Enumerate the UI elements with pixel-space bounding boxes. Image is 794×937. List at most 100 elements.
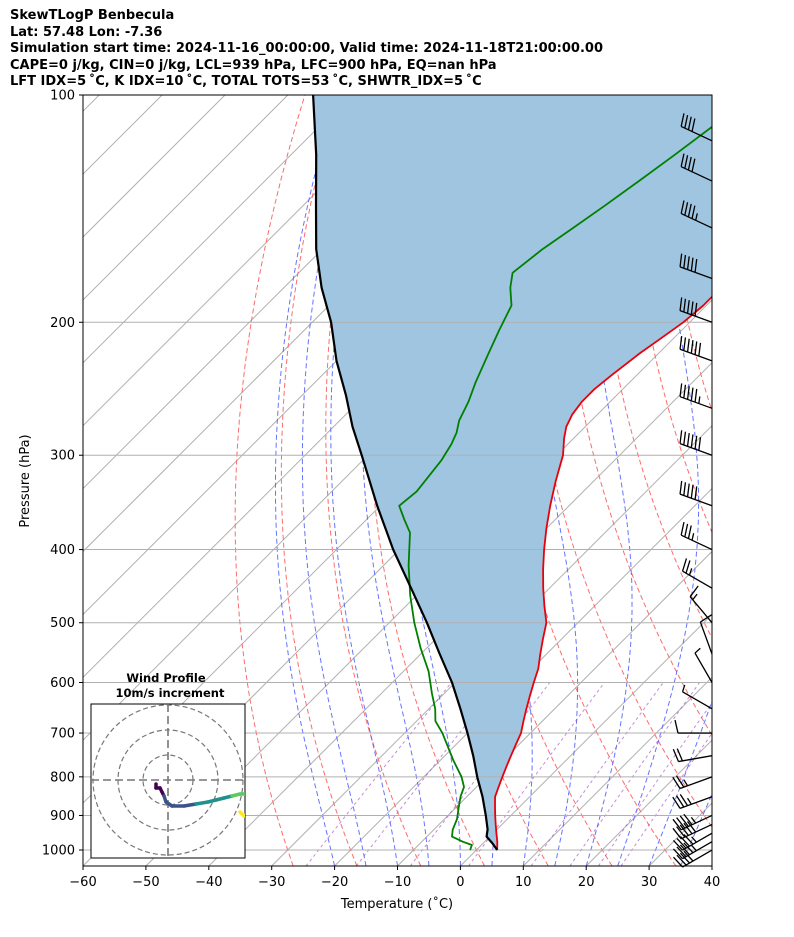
y-tick-label: 300 [50,449,75,464]
moist-adiabat-line [648,699,712,866]
wind-barb-staff [689,596,713,624]
dry-adiabat-line [280,95,358,866]
wind-barb-staff [682,849,713,868]
wind-barb-staff [694,652,713,683]
wind-barb [680,522,713,551]
wind-barb [672,832,713,851]
wind-barb-half-flag [691,836,697,843]
wind-barb [679,383,713,409]
wind-barb [680,200,713,229]
mixing-ratio-line [355,682,500,866]
lat-lon: Lat: 57.48 Lon: -7.36 [10,24,163,40]
dry-adiabat-line [662,95,712,413]
moist-adiabat-line [680,792,712,866]
wind-barb [681,558,713,589]
hodograph-trace-segment [248,794,252,796]
wind-barb [694,647,713,683]
wind-barb-flag [694,388,698,403]
wind-barb-staff [680,212,713,229]
wind-barb [680,153,713,182]
cape-shading [313,95,712,850]
wind-barb-half-flag [683,779,689,787]
profile-series [312,95,712,851]
stability-indices-1: CAPE=0 j/kg, CIN=0 j/kg, LCL=939 hPa, LF… [10,57,497,73]
wind-barb-staff [680,125,713,142]
wind-barb-flag [685,560,691,574]
y-tick-label: 100 [50,89,75,104]
wind-barb-flag [672,856,684,868]
isotherm-line [711,865,712,866]
wind-barb-staff [679,442,713,456]
station-title: SkewTLogP Benbecula [10,8,175,23]
x-tick-label: −50 [132,875,159,890]
y-axis-label: Pressure (hPa) [18,434,33,527]
isotherm-line [460,613,712,866]
wind-barb-flag [672,848,684,860]
wind-barb-staff [679,348,713,362]
wind-barb-flag [687,156,692,171]
wind-barb-flag [691,205,696,219]
hodograph-trace-segment [250,804,252,812]
wind-barb-flag [679,815,689,827]
wind-barb-flag [683,850,694,862]
wind-barb [679,480,713,507]
wind-barb-flag [690,484,694,499]
hodograph-trace-segment [194,800,210,806]
wind-barb-half-flag [688,568,693,576]
wind-barb-half-flag [686,797,692,805]
wind-barb [679,297,713,323]
wind-barb-flag [680,522,685,536]
y-tick-label: 900 [50,809,75,824]
wind-barb-flag [683,384,687,399]
wind-barb-flag [672,827,682,840]
wind-barb-flag [672,776,681,789]
wind-barb-flag [679,335,683,350]
wind-barb-flag [676,817,686,829]
dry-adiabat-line [595,95,712,640]
wind-barb-flag [679,794,689,806]
y-tick-label: 400 [50,543,75,558]
y-tick-label: 800 [50,770,75,785]
y-tick-label: 1000 [42,844,75,859]
isotherm-line [208,362,712,866]
wind-barb [672,841,713,860]
wind-barb-flag [683,254,687,269]
wind-barb-flag [687,116,692,130]
y-axis-ticks: 100 200 300 400 500 600 700 800 900 1000 [42,89,83,859]
wind-barb-flag [679,430,683,444]
x-axis-ticks: −60 −50 −40 −30 −20 −10 0 10 20 30 40 [69,866,720,890]
x-tick-label: 0 [456,875,464,890]
wind-barb-half-flag [698,396,701,404]
wind-barb-flag [672,749,680,762]
wind-barb [672,813,713,831]
wind-barb [674,719,712,734]
hodograph-subtitle: 10m/s increment [116,686,225,700]
wind-barb-flag [700,614,712,623]
wind-barb [672,775,713,790]
hodograph-inset: Wind Profile 10m/s increment [90,671,252,859]
mixing-ratio-line [569,682,700,866]
wind-barb-flag [683,431,687,446]
wind-barb-flag [686,386,690,400]
moist-adiabat-line [330,95,398,866]
wind-barb-flag [683,298,687,313]
wind-barb-flag [675,795,685,808]
wind-barb-flag [694,341,698,355]
dry-adiabat-line [761,95,794,866]
x-tick-label: −20 [321,875,348,890]
wind-barb [672,794,713,809]
wind-barb-flag [686,483,690,497]
isotherm-line [83,95,352,364]
isotherm-line [522,676,712,866]
parcel-line [312,95,499,851]
hodograph-trace-segment [182,802,198,808]
dry-adiabat-line [560,95,712,737]
wind-barb-flag [698,342,702,357]
x-tick-label: 10 [515,875,532,890]
dry-adiabat-line [234,95,306,866]
wind-barb-flag [679,253,683,267]
wind-barb-flag [676,748,684,762]
wind-barb-flag [690,387,694,401]
wind-barb-flag [694,259,698,273]
mixing-ratio-line [468,682,605,866]
